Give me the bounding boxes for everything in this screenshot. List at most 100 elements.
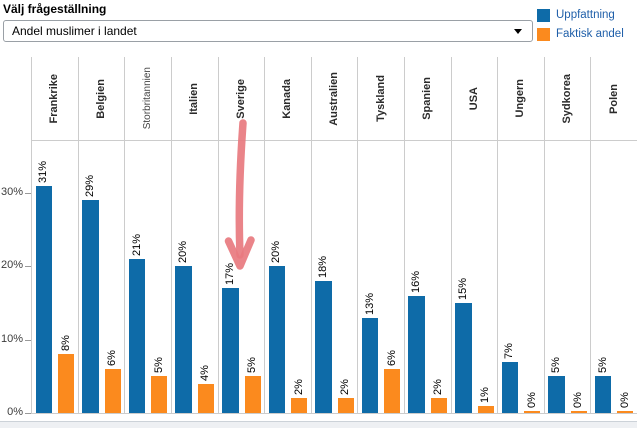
gridline xyxy=(590,57,592,413)
bar-faktisk-andel-spanien[interactable] xyxy=(430,398,447,413)
bar-value-label-uppfattning-sverige: 17% xyxy=(223,263,236,286)
column-header-tyskland: Tyskland xyxy=(357,57,404,140)
bar-uppfattning-polen[interactable] xyxy=(594,376,612,413)
bar-value-label-faktisk-andel-italien: 4% xyxy=(199,364,212,381)
bar-value-label-faktisk-andel-frankrike: 8% xyxy=(59,335,72,352)
bar-uppfattning-sydkorea[interactable] xyxy=(548,376,565,413)
column-header-label: Sydkorea xyxy=(561,73,574,124)
column-header-label: Belgien xyxy=(94,78,107,119)
gridline xyxy=(31,57,32,413)
bar-faktisk-andel-frankrike[interactable] xyxy=(58,354,74,413)
gridline xyxy=(497,57,499,413)
gridline xyxy=(77,57,79,413)
column-header-label: Australien xyxy=(327,71,340,126)
x-axis-line xyxy=(31,413,637,414)
gridline xyxy=(310,57,312,413)
bar-uppfattning-sverige[interactable] xyxy=(222,288,239,413)
bar-value-label-faktisk-andel-australien: 2% xyxy=(339,379,352,396)
bar-faktisk-andel-ungern[interactable] xyxy=(524,411,541,413)
legend-label-faktisk-andel: Faktisk andel xyxy=(556,28,624,40)
bar-value-label-uppfattning-frankrike: 31% xyxy=(37,160,50,183)
gridline xyxy=(357,57,359,413)
legend-item-uppfattning[interactable]: Uppfattning xyxy=(537,7,624,23)
bar-faktisk-andel-australien[interactable] xyxy=(337,398,354,413)
column-header-label: Tyskland xyxy=(374,75,387,122)
bar-chart: 0% 10% 20% 30% Frankrike 31% 8% Belgien 29% 6% Sto… xyxy=(0,57,637,428)
bottom-panel-edge xyxy=(0,421,637,428)
bar-faktisk-andel-kanada[interactable] xyxy=(291,398,308,413)
bar-value-label-uppfattning-ungern: 7% xyxy=(503,342,516,359)
column-header-polen: Polen xyxy=(590,57,637,140)
bar-faktisk-andel-belgien[interactable] xyxy=(104,369,121,413)
column-header-kanada: Kanada xyxy=(264,57,311,140)
question-select[interactable]: Andel muslimer i landet xyxy=(3,20,533,42)
gridline xyxy=(124,57,126,413)
column-header-usa: USA xyxy=(451,57,498,140)
chevron-down-icon xyxy=(514,29,522,34)
bar-uppfattning-italien[interactable] xyxy=(175,266,192,413)
bar-faktisk-andel-storbritannien[interactable] xyxy=(151,376,168,413)
column-header-label: Kanada xyxy=(281,78,294,119)
bar-value-label-uppfattning-spanien: 16% xyxy=(410,270,423,293)
bar-uppfattning-frankrike[interactable] xyxy=(35,185,52,413)
column-header-spanien: Spanien xyxy=(404,57,451,140)
bar-uppfattning-tyskland[interactable] xyxy=(361,317,379,413)
y-axis-tick-mark xyxy=(25,339,31,341)
column-header-belgien: Belgien xyxy=(78,57,125,140)
column-header-storbritannien: Storbritannien xyxy=(124,57,171,140)
bar-value-label-uppfattning-sydkorea: 5% xyxy=(550,357,562,374)
bar-faktisk-andel-tyskland[interactable] xyxy=(384,369,401,413)
bar-value-label-uppfattning-storbritannien: 21% xyxy=(130,234,143,257)
gridline xyxy=(264,57,266,413)
column-header-label: Frankrike xyxy=(48,73,61,124)
y-axis-tick-mark xyxy=(25,193,31,195)
gridline xyxy=(450,57,452,413)
bar-value-label-faktisk-andel-ungern: 0% xyxy=(525,392,538,408)
column-header-label: Italien xyxy=(188,82,201,115)
column-header-label: Spanien xyxy=(421,77,434,120)
y-axis-tick-mark xyxy=(25,413,31,414)
bar-value-label-uppfattning-italien: 20% xyxy=(177,241,190,264)
bar-value-label-uppfattning-polen: 5% xyxy=(596,357,609,374)
bar-faktisk-andel-sverige[interactable] xyxy=(244,376,261,413)
bar-faktisk-andel-polen[interactable] xyxy=(617,411,634,413)
legend-label-uppfattning: Uppfattning xyxy=(556,9,615,21)
legend-swatch-uppfattning xyxy=(537,8,550,22)
bar-faktisk-andel-usa[interactable] xyxy=(477,405,494,413)
legend-item-faktisk-andel[interactable]: Faktisk andel xyxy=(537,26,624,42)
column-header-sydkorea: Sydkorea xyxy=(544,57,591,140)
column-header-label: Ungern xyxy=(514,79,527,118)
bar-value-label-faktisk-andel-polen: 0% xyxy=(618,392,631,408)
bar-value-label-uppfattning-kanada: 20% xyxy=(270,241,283,264)
bar-uppfattning-kanada[interactable] xyxy=(268,266,286,413)
bar-faktisk-andel-sydkorea[interactable] xyxy=(570,411,587,413)
gridline xyxy=(217,57,219,413)
bar-value-label-faktisk-andel-sydkorea: 0% xyxy=(572,392,585,408)
bar-uppfattning-australien[interactable] xyxy=(315,281,332,413)
legend: Uppfattning Faktisk andel xyxy=(537,7,624,45)
question-select-label: Välj frågeställning xyxy=(3,2,107,16)
column-header-label: Sverige xyxy=(234,78,247,119)
bar-faktisk-andel-italien[interactable] xyxy=(197,383,214,413)
gridline xyxy=(543,57,545,413)
column-header-sverige: Sverige xyxy=(218,57,265,140)
question-select-value: Andel muslimer i landet xyxy=(12,24,137,38)
y-axis-tick-mark xyxy=(25,266,31,268)
bar-value-label-faktisk-andel-kanada: 2% xyxy=(292,379,305,396)
column-header-label: Storbritannien xyxy=(141,67,153,130)
bar-uppfattning-usa[interactable] xyxy=(455,303,472,414)
column-header-italien: Italien xyxy=(171,57,218,140)
bar-value-label-faktisk-andel-belgien: 6% xyxy=(106,350,119,366)
column-header-label: USA xyxy=(467,86,480,111)
y-axis-tick-label: 10% xyxy=(0,332,23,345)
header-separator-line xyxy=(31,140,637,141)
bar-uppfattning-belgien[interactable] xyxy=(82,200,99,413)
bar-uppfattning-ungern[interactable] xyxy=(501,361,519,413)
bar-uppfattning-spanien[interactable] xyxy=(408,295,425,413)
column-header-ungern: Ungern xyxy=(497,57,544,140)
legend-swatch-faktisk-andel xyxy=(537,27,550,41)
bar-value-label-faktisk-andel-tyskland: 6% xyxy=(385,350,398,366)
bar-value-label-uppfattning-usa: 15% xyxy=(456,278,469,301)
bar-value-label-uppfattning-tyskland: 13% xyxy=(363,292,376,315)
bar-uppfattning-storbritannien[interactable] xyxy=(128,259,146,413)
